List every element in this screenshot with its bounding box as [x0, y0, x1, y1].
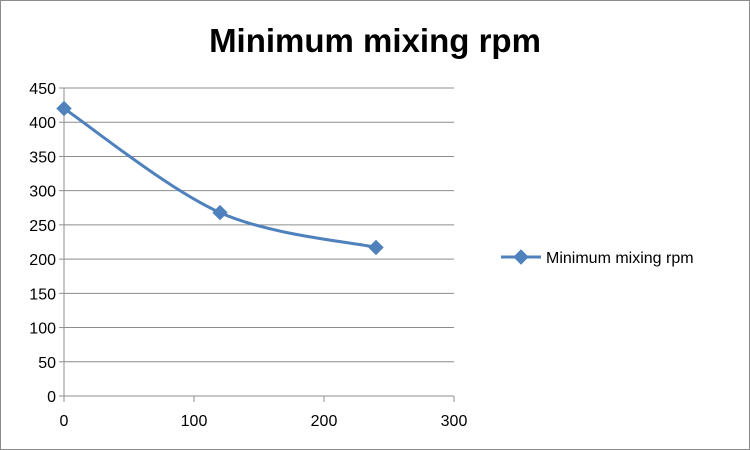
- data-point: [368, 239, 384, 256]
- series-line: [63, 107, 377, 249]
- x-tick-label: 200: [311, 413, 338, 430]
- y-tick-label: 450: [29, 81, 56, 98]
- series-layer: [56, 100, 384, 256]
- legend-label: Minimum mixing rpm: [546, 250, 694, 267]
- grid-lines: [64, 87, 454, 363]
- y-tick-label: 250: [29, 218, 56, 235]
- y-tick-labels: 0 50 100 150 200 250 300 350 400 450: [29, 81, 56, 406]
- chart-title: Minimum mixing rpm: [209, 22, 541, 59]
- y-tick-label: 100: [29, 321, 56, 338]
- y-tick-label: 0: [47, 389, 56, 406]
- y-tick-label: 50: [38, 355, 56, 372]
- x-tick-label: 300: [441, 413, 468, 430]
- legend: Minimum mixing rpm: [501, 249, 694, 267]
- data-point: [212, 204, 228, 221]
- x-tick-labels: 0 100 200 300: [60, 413, 468, 430]
- y-tick-label: 200: [29, 252, 56, 269]
- y-tick-label: 400: [29, 115, 56, 132]
- x-tick-label: 0: [60, 413, 69, 430]
- y-tick-label: 150: [29, 286, 56, 303]
- y-tick-label: 350: [29, 149, 56, 166]
- x-tick-label: 100: [181, 413, 208, 430]
- y-tick-label: 300: [29, 184, 56, 201]
- axes: [59, 87, 455, 402]
- legend-marker: [513, 249, 529, 265]
- data-point: [56, 100, 72, 117]
